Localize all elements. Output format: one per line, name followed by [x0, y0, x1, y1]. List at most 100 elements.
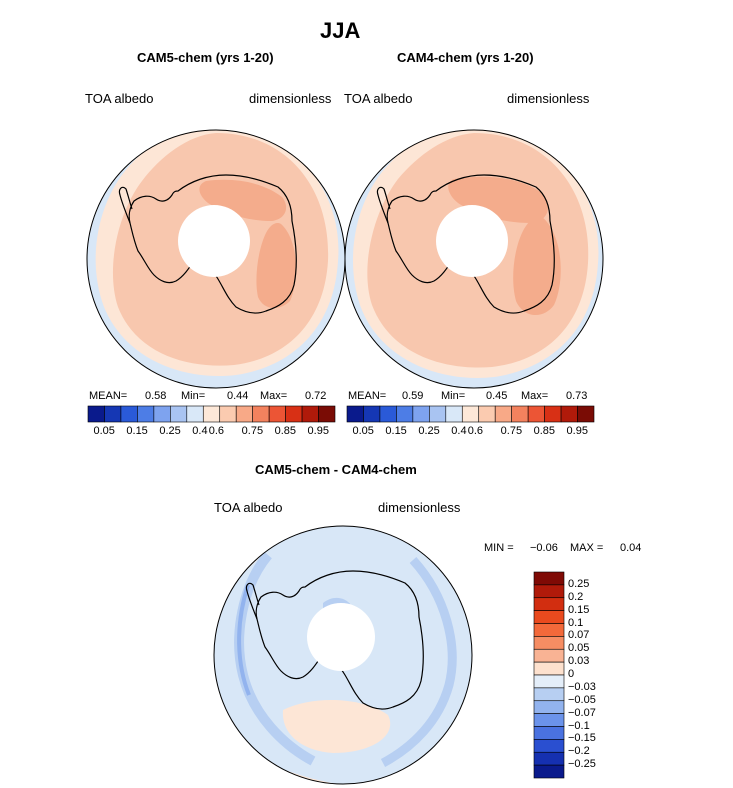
map2-colorbar-tick-label: 0.05 — [352, 425, 374, 437]
map1-units-label: dimensionless — [249, 91, 332, 106]
map1-colorbar-box — [186, 405, 204, 423]
diff-colorbar-level-label: 0.03 — [568, 655, 590, 668]
diff-colorbar-level-label: 0.1 — [568, 616, 584, 629]
map2-colorbar-tick-label: 0.4 — [451, 425, 467, 437]
map1-colorbar-box — [252, 405, 270, 423]
map1-colorbar-box — [219, 405, 237, 423]
map2-high-region-east — [513, 216, 561, 316]
diff-colorbar-box — [533, 687, 565, 702]
map1-colorbar-box — [301, 405, 319, 423]
diff-colorbar-level-label: −0.07 — [568, 706, 596, 719]
map1-colorbar-tick-label: 0.75 — [241, 425, 264, 437]
map1-min-label: Min= — [181, 390, 206, 402]
diff-colorbar-box — [533, 700, 565, 714]
diff-colorbar-box — [533, 751, 565, 766]
diff-colorbar — [533, 571, 565, 779]
diff-colorbar-level-label: 0.07 — [568, 629, 590, 642]
map2-plot — [344, 129, 604, 389]
map1-colorbar-box — [137, 405, 155, 423]
map2-colorbar-box — [478, 405, 496, 423]
map1-variable-label: TOA albedo — [85, 91, 154, 106]
diff-colorbar-level-label: −0.25 — [568, 758, 596, 771]
diff-units-label: dimensionless — [378, 500, 461, 515]
map2-colorbar — [346, 405, 595, 423]
diff-colorbar-box — [533, 648, 565, 663]
diff-colorbar-level-label: 0.15 — [568, 603, 590, 616]
diff-colorbar-box — [533, 623, 565, 637]
map2-colorbar-tick-label: 0.15 — [385, 425, 407, 437]
map2-colorbar-box — [445, 405, 463, 423]
map2-peninsula — [376, 186, 391, 224]
map2-colorbar-box — [461, 405, 480, 423]
diff-peninsula — [245, 582, 260, 620]
map1-colorbar-tick-label: 0.95 — [307, 425, 329, 437]
map2-colorbar-tick-label: 0.6 — [467, 425, 484, 437]
map1-high-region-north — [199, 179, 287, 221]
diff-colorbar-box — [533, 726, 565, 740]
diff-map-plot — [213, 525, 473, 785]
map1-colorbar-ticks: 0.05 0.15 0.25 0.4 0.6 0.75 0.85 0.95 — [88, 425, 335, 439]
map1-mean-value: 0.58 — [145, 390, 167, 402]
map1-title: CAM5-chem (yrs 1-20) — [137, 50, 274, 65]
map2-mean-label: MEAN= — [348, 390, 387, 402]
map1-colorbar-box — [104, 405, 122, 423]
map1-max-value: 0.72 — [305, 390, 327, 402]
diff-colorbar-level-label: 0.05 — [568, 642, 590, 655]
diff-pole-hole — [307, 603, 375, 671]
map1-colorbar-box — [153, 405, 171, 423]
map1-mean-label: MEAN= — [89, 390, 128, 402]
diff-colorbar-box — [533, 584, 565, 599]
map2-colorbar-box — [544, 405, 562, 423]
map1-colorbar-box — [235, 405, 253, 423]
map2-min-label: Min= — [441, 390, 466, 402]
map1-min-value: 0.44 — [227, 390, 249, 402]
diff-colorbar-level-label: 0 — [568, 668, 575, 680]
map2-colorbar-box — [363, 405, 381, 423]
map1-pole-hole — [178, 205, 250, 277]
map2-colorbar-tick-label: 0.25 — [418, 425, 440, 437]
map1-colorbar-box — [318, 405, 336, 423]
diff-negative-ring-east — [380, 556, 457, 767]
map1-colorbar-tick-label: 0.15 — [126, 425, 148, 437]
map1-colorbar — [87, 405, 336, 423]
map1-high-region-east — [256, 223, 297, 309]
diff-min-value: −0.06 — [530, 542, 558, 554]
map1-colorbar-box — [170, 405, 188, 423]
diff-max-label: MAX = — [570, 542, 604, 554]
map1-max-label: Max= — [260, 390, 288, 402]
map1-colorbar-tick-label: 0.05 — [93, 425, 115, 437]
diff-colorbar-box — [533, 764, 565, 779]
map2-pole-hole — [436, 205, 508, 277]
map1-colorbar-tick-label: 0.25 — [159, 425, 181, 437]
map2-colorbar-box — [396, 405, 414, 423]
map1-colorbar-tick-label: 0.6 — [208, 425, 225, 437]
map1-colorbar-tick-label: 0.85 — [274, 425, 297, 437]
diff-colorbar-box — [533, 713, 565, 727]
map2-colorbar-box — [511, 405, 529, 423]
map1-colorbar-box — [87, 405, 105, 423]
diff-colorbar-level-label: −0.05 — [568, 693, 596, 706]
diff-positive-patch-south — [282, 699, 391, 753]
map2-max-value: 0.73 — [566, 390, 588, 402]
map1-colorbar-tick-label: 0.4 — [192, 425, 208, 437]
map2-high-region-north — [448, 176, 548, 223]
map1-colorbar-box — [268, 405, 286, 423]
diff-colorbar-level-label: 0.2 — [568, 590, 584, 603]
map2-mean-value: 0.59 — [402, 390, 424, 402]
diff-colorbar-box — [533, 597, 565, 611]
map1-colorbar-box — [202, 405, 221, 423]
diff-min-label: MIN = — [484, 542, 514, 554]
map2-colorbar-box — [412, 405, 430, 423]
diff-map-title: CAM5-chem - CAM4-chem — [255, 462, 417, 477]
map2-colorbar-tick-label: 0.75 — [500, 425, 523, 437]
diff-negative-strip-west — [237, 584, 251, 696]
map1-colorbar-box — [285, 405, 303, 423]
diff-max-value: 0.04 — [620, 542, 642, 554]
diff-colorbar-level-label: −0.1 — [568, 719, 590, 732]
diff-colorbar-level-label: 0.25 — [568, 577, 590, 590]
diff-variable-label: TOA albedo — [214, 500, 283, 515]
map2-colorbar-tick-label: 0.95 — [566, 425, 588, 437]
diff-colorbar-box — [533, 571, 565, 586]
map2-units-label: dimensionless — [507, 91, 590, 106]
map2-colorbar-box — [577, 405, 595, 423]
